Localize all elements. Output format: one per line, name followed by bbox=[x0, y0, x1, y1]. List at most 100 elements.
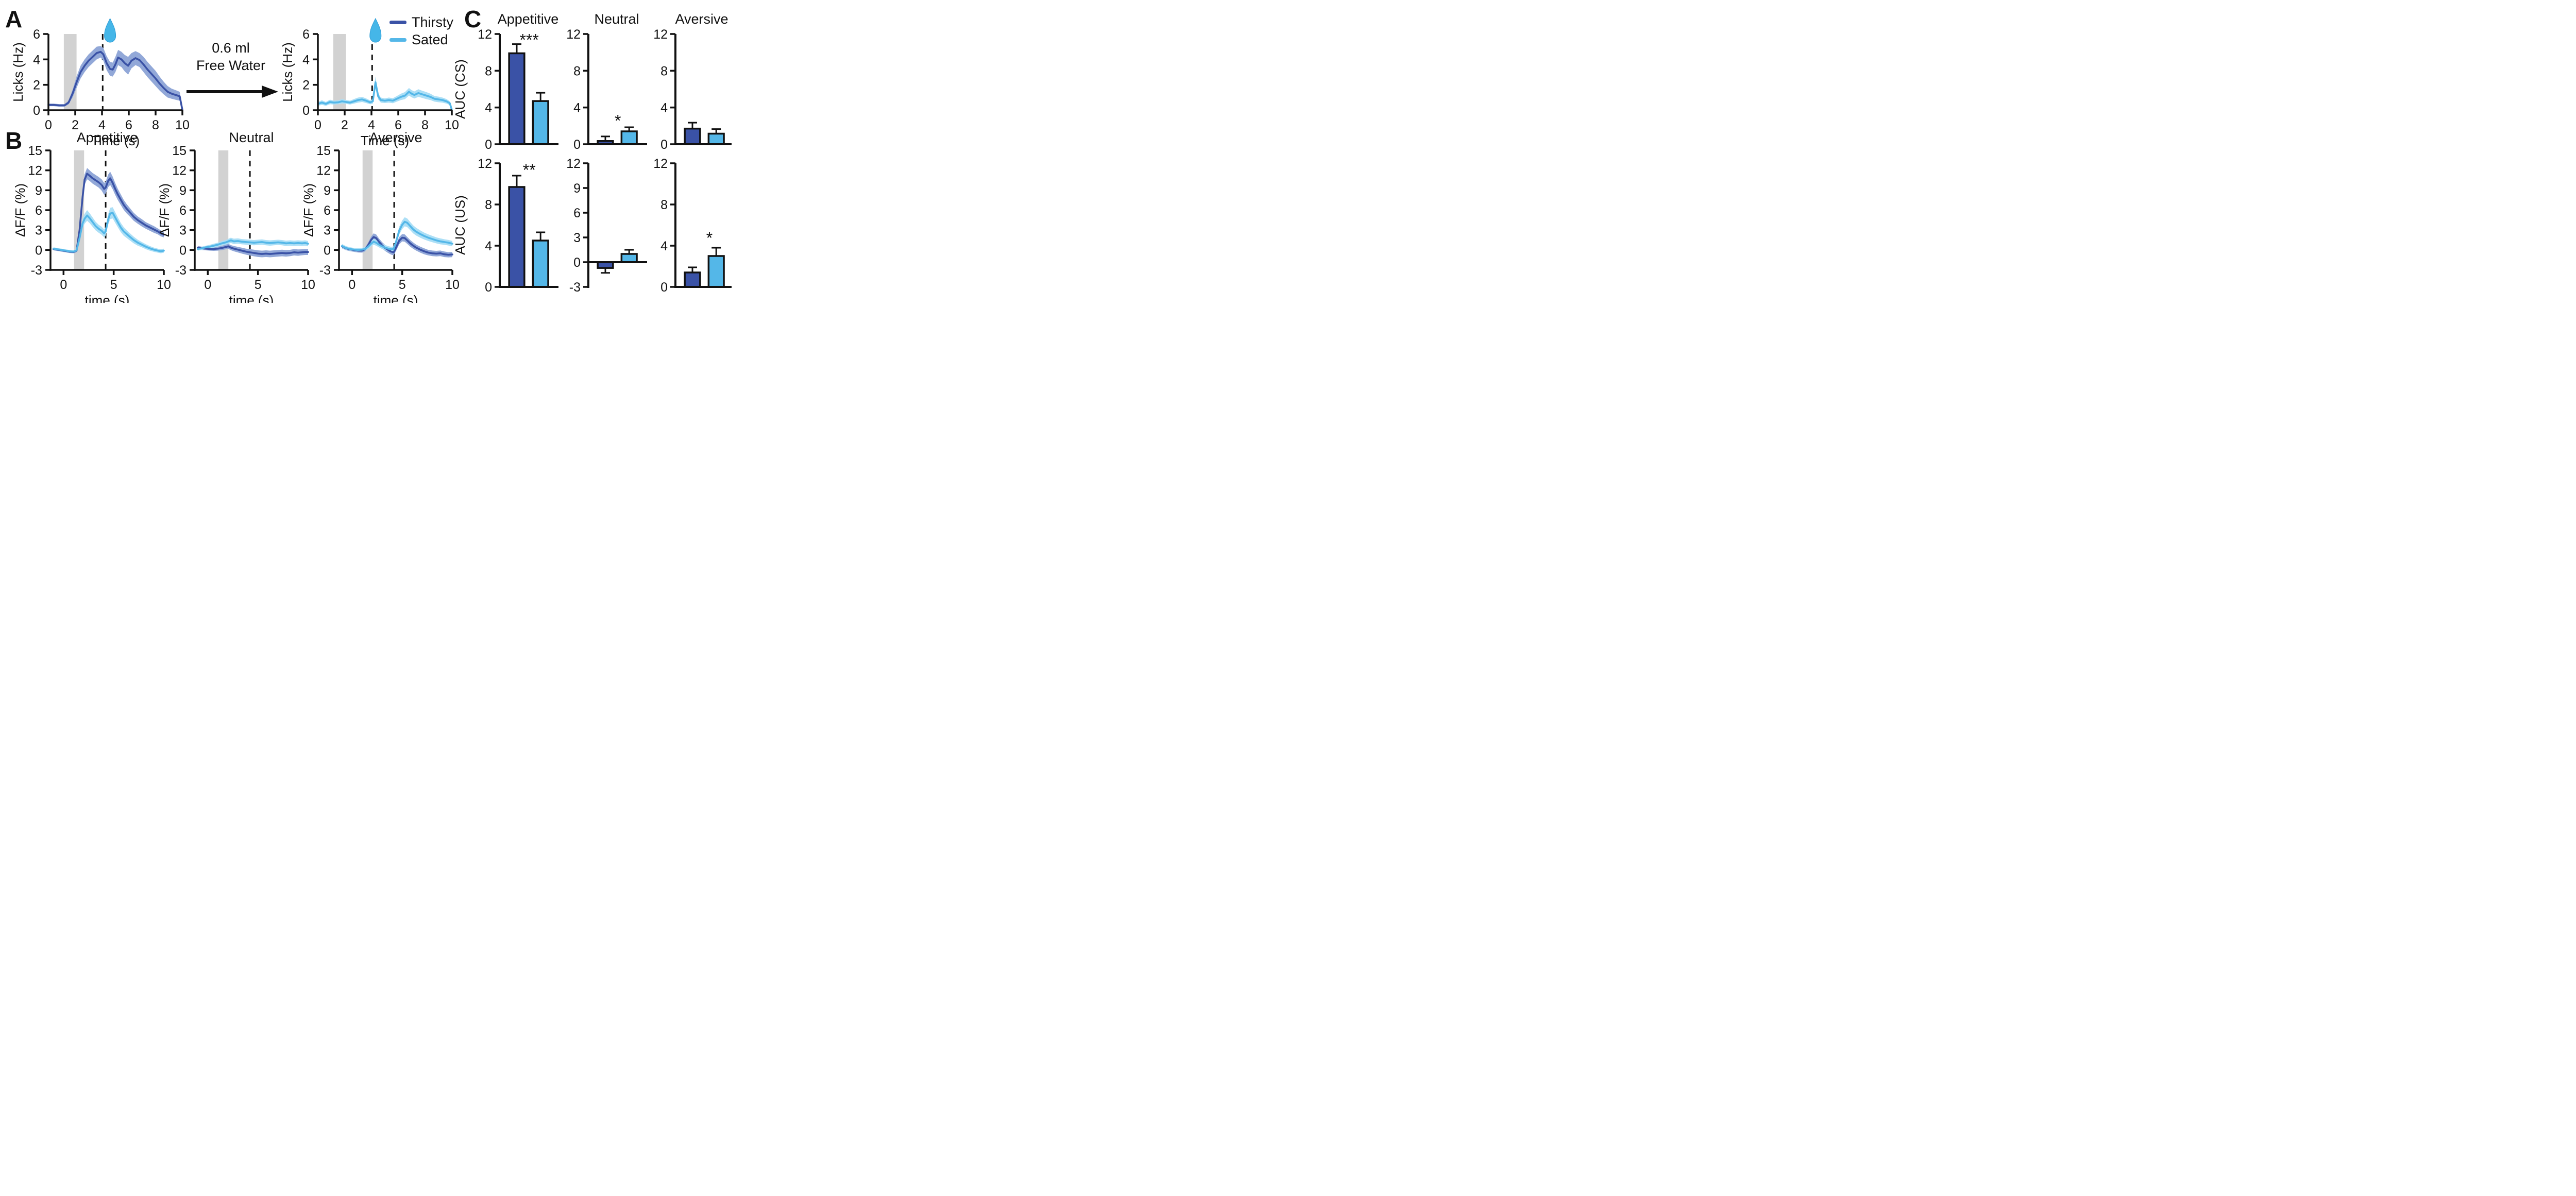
water-drop-icon bbox=[104, 18, 116, 43]
y-tick-label: 12 bbox=[566, 157, 581, 171]
y-tick-label: 3 bbox=[35, 224, 42, 238]
legend-item-thirsty: Thirsty bbox=[389, 13, 453, 31]
auc-cs-axis-label: AUC (CS) bbox=[452, 59, 468, 119]
y-tick-label: 0 bbox=[485, 280, 492, 295]
sated-bar bbox=[532, 100, 549, 145]
panel-a-label: A bbox=[5, 6, 23, 32]
x-tick-label: 10 bbox=[175, 118, 190, 132]
y-tick-label: 8 bbox=[485, 198, 492, 212]
y-tick-label: 2 bbox=[302, 78, 310, 93]
y-tick-label: 0 bbox=[324, 243, 331, 258]
y-tick-label: 0 bbox=[33, 104, 40, 118]
y-tick-label: 9 bbox=[324, 183, 331, 198]
sated-bar bbox=[620, 253, 638, 263]
free-water-label: Free Water bbox=[196, 58, 266, 73]
y-tick-label: 15 bbox=[316, 144, 331, 158]
auc-cs-aversive-chart: 0 4 8 12 bbox=[653, 27, 732, 152]
sated-mean-line bbox=[53, 212, 165, 253]
sated-line-swatch-icon bbox=[389, 38, 406, 42]
y-axis-label: ΔF/F (%) bbox=[301, 183, 316, 237]
auc-cs-appetitive-chart: 0 4 8 12 *** bbox=[478, 27, 558, 152]
x-tick-label: 10 bbox=[301, 278, 315, 292]
sated-mean-line bbox=[317, 81, 453, 111]
y-tick-label: 0 bbox=[573, 255, 581, 270]
x-tick-label: 2 bbox=[72, 118, 79, 132]
x-tick-label: 0 bbox=[348, 278, 355, 292]
panel-b-label: B bbox=[5, 127, 23, 154]
y-tick-label: 0 bbox=[573, 138, 581, 152]
y-tick-label: 4 bbox=[660, 101, 668, 115]
y-tick-label: 0 bbox=[302, 104, 310, 118]
licks-sated-chart: 0 2 4 6 0 2 4 6 8 10 Time (s) Licks (Hz) bbox=[280, 18, 459, 148]
y-tick-label: 9 bbox=[179, 183, 187, 198]
x-tick-label: 10 bbox=[157, 278, 171, 292]
free-water-amount: 0.6 ml bbox=[212, 40, 250, 56]
y-tick-label: 6 bbox=[33, 27, 40, 42]
y-tick-label: 0 bbox=[179, 243, 187, 258]
y-tick-label: 3 bbox=[324, 224, 331, 238]
thirsty-mean-line bbox=[47, 50, 183, 111]
figure: A B C 0 2 4 6 0 2 4 6 8 10 Time (s) Licks (Hz) 0.6 … bbox=[0, 0, 732, 303]
y-tick-label: 6 bbox=[324, 203, 331, 218]
x-axis-label: Time (s) bbox=[361, 133, 409, 148]
significance-marker: ** bbox=[523, 161, 536, 179]
y-tick-label: 12 bbox=[28, 164, 42, 178]
y-tick-label: 6 bbox=[179, 203, 187, 218]
sated-bar bbox=[532, 240, 549, 288]
y-tick-label: 12 bbox=[653, 157, 668, 171]
x-tick-label: 0 bbox=[60, 278, 67, 292]
y-tick-label: 9 bbox=[35, 183, 42, 198]
x-axis-label: Time (s) bbox=[91, 133, 140, 148]
y-tick-label: 0 bbox=[485, 138, 492, 152]
sated-bar bbox=[707, 132, 725, 145]
transition-arrow bbox=[187, 86, 278, 98]
x-tick-label: 10 bbox=[445, 278, 460, 292]
y-tick-label: 15 bbox=[172, 144, 187, 158]
x-tick-label: 6 bbox=[395, 118, 402, 132]
y-tick-label: 15 bbox=[28, 144, 42, 158]
sated-sem-band bbox=[197, 237, 308, 251]
significance-marker: * bbox=[706, 229, 713, 247]
y-tick-label: 0 bbox=[660, 138, 668, 152]
c-title-neutral: Neutral bbox=[594, 11, 639, 27]
thirsty-bar bbox=[684, 127, 701, 145]
y-tick-label: 8 bbox=[660, 64, 668, 78]
y-tick-label: 6 bbox=[573, 206, 581, 220]
legend-label-sated: Sated bbox=[412, 31, 448, 47]
x-tick-label: 0 bbox=[204, 278, 211, 292]
y-tick-label: -3 bbox=[31, 263, 42, 278]
y-tick-label: 6 bbox=[302, 27, 310, 42]
y-tick-label: 8 bbox=[485, 64, 492, 78]
cs-window-band bbox=[333, 34, 346, 110]
thirsty-sem-band bbox=[53, 168, 164, 253]
panel-c-label: C bbox=[464, 6, 482, 32]
y-tick-label: 8 bbox=[660, 198, 668, 212]
dff-aversive-chart: -3 0 3 6 9 12 15 0 5 10 time (s) ΔF/F (%) bbox=[301, 144, 460, 303]
x-tick-label: 8 bbox=[421, 118, 429, 132]
x-tick-label: 4 bbox=[98, 118, 106, 132]
y-tick-label: 12 bbox=[172, 164, 187, 178]
auc-us-aversive-chart: 0 4 8 12 * bbox=[653, 157, 732, 295]
y-axis-label: Licks (Hz) bbox=[280, 42, 295, 102]
arrow-head-icon bbox=[262, 86, 278, 98]
cs-window-band bbox=[218, 150, 229, 270]
x-tick-label: 0 bbox=[314, 118, 321, 132]
y-tick-label: 4 bbox=[573, 101, 581, 115]
sated-mean-line bbox=[341, 220, 453, 251]
b-title-neutral: Neutral bbox=[229, 130, 274, 145]
thirsty-mean-line bbox=[197, 245, 309, 255]
c-title-appetitive: Appetitive bbox=[497, 11, 559, 27]
significance-marker: *** bbox=[520, 30, 539, 49]
y-tick-label: 4 bbox=[485, 239, 492, 253]
x-tick-label: 0 bbox=[45, 118, 52, 132]
x-axis-label: time (s) bbox=[229, 293, 274, 303]
y-tick-label: 4 bbox=[485, 101, 492, 115]
y-tick-label: 4 bbox=[660, 239, 668, 253]
water-drop-icon bbox=[369, 18, 382, 43]
legend: Thirsty Sated bbox=[389, 13, 453, 48]
x-axis-label: time (s) bbox=[85, 293, 130, 303]
y-tick-label: 4 bbox=[302, 53, 310, 67]
b-title-aversive: Aversive bbox=[369, 130, 422, 145]
thirsty-bar bbox=[684, 271, 701, 288]
legend-label-thirsty: Thirsty bbox=[412, 14, 453, 30]
